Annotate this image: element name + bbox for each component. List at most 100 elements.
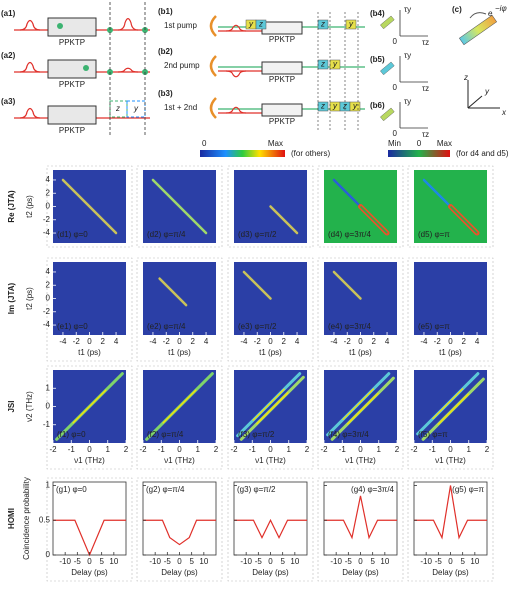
panel-label: (b6) bbox=[370, 101, 385, 110]
heatmap bbox=[324, 370, 397, 443]
x-tick-label: 10 bbox=[109, 557, 118, 566]
x-tick-label: 0 bbox=[268, 445, 273, 454]
phase-exp: −iφ bbox=[495, 4, 507, 13]
crystal-label: PPKTP bbox=[59, 126, 85, 135]
pulse bbox=[225, 106, 247, 114]
panel-frame bbox=[407, 477, 494, 582]
x-axis-label: ν1 (THz) bbox=[164, 456, 195, 465]
line bbox=[61, 178, 118, 235]
panel-frame bbox=[407, 165, 494, 248]
y-tick-label: 0.5 bbox=[39, 515, 51, 524]
tag-label: y bbox=[348, 20, 354, 29]
x-axis-label: ν1 (THz) bbox=[255, 456, 286, 465]
panel-frame bbox=[227, 165, 314, 248]
panel-label: (e1) φ=0 bbox=[57, 322, 88, 331]
heatmap bbox=[414, 370, 487, 443]
x-tick-label: 10 bbox=[470, 557, 479, 566]
y-tick-label: -1 bbox=[43, 420, 51, 429]
y-tick-label: 1 bbox=[46, 481, 51, 490]
x-tick-label: -2 bbox=[254, 337, 262, 346]
crystal bbox=[47, 105, 97, 125]
x-tick-label: -4 bbox=[330, 337, 338, 346]
photon bbox=[83, 65, 89, 71]
line bbox=[467, 95, 483, 109]
y-tick-label: 0 bbox=[46, 550, 51, 559]
colorbar-note: (for others) bbox=[291, 149, 330, 158]
axis-label: τy bbox=[404, 97, 411, 106]
x-tick-label: -1 bbox=[429, 445, 437, 454]
x-tick-label: -2 bbox=[410, 445, 418, 454]
panel-label: (a1) bbox=[1, 9, 16, 18]
panel-label: (e3) φ=π/2 bbox=[238, 322, 277, 331]
mirror bbox=[209, 15, 217, 37]
y-tick-label: -2 bbox=[43, 307, 51, 316]
x-tick-label: 0 bbox=[358, 557, 363, 566]
x-axis-label: t1 (ps) bbox=[78, 348, 101, 357]
x-tick-label: 4 bbox=[475, 337, 480, 346]
axis-label: τz bbox=[422, 130, 429, 139]
pulse bbox=[19, 107, 41, 119]
panel-label: (e5) φ=π bbox=[418, 322, 450, 331]
x-tick-label: -2 bbox=[344, 337, 352, 346]
pulse bbox=[117, 67, 139, 73]
panel-frame bbox=[136, 477, 223, 582]
y-tick-label: 1 bbox=[46, 383, 51, 392]
crystal-label: PPKTP bbox=[59, 80, 85, 89]
y-axis-label: ν2 (THz) bbox=[25, 391, 34, 422]
tag-box bbox=[345, 19, 357, 30]
axis-label: z bbox=[463, 73, 468, 82]
pulse bbox=[225, 24, 247, 32]
panel-label: (b5) bbox=[370, 55, 385, 64]
x-tick-label: -5 bbox=[74, 557, 82, 566]
x-tick-label: -1 bbox=[158, 445, 166, 454]
crystal bbox=[261, 21, 303, 35]
y-tick-label: -4 bbox=[43, 228, 51, 237]
panel-label: (e4) φ=3π/4 bbox=[328, 322, 372, 331]
x-tick-label: 5 bbox=[280, 557, 285, 566]
x-tick-label: 10 bbox=[290, 557, 299, 566]
panel-frame bbox=[46, 257, 133, 362]
panel-label: (f4) φ=3π/4 bbox=[328, 430, 369, 439]
pulse bbox=[19, 19, 41, 31]
rotation-arrow bbox=[469, 12, 487, 19]
x-tick-label: 4 bbox=[204, 337, 209, 346]
origin-label: 0 bbox=[393, 129, 398, 138]
line bbox=[332, 178, 362, 208]
x-axis-label: Delay (ps) bbox=[342, 568, 379, 577]
line bbox=[151, 178, 208, 235]
tag-box bbox=[255, 19, 267, 30]
line bbox=[432, 388, 464, 420]
pump-label: 1st pump bbox=[164, 21, 197, 30]
x-axis-label: t1 (ps) bbox=[259, 348, 282, 357]
crystal-label: PPKTP bbox=[269, 35, 295, 44]
line bbox=[162, 389, 197, 424]
panel-label: (c) bbox=[452, 5, 462, 14]
x-tick-label: -5 bbox=[345, 557, 353, 566]
axis-label: τz bbox=[422, 38, 429, 47]
tag-label: z bbox=[258, 20, 263, 29]
heatmap bbox=[414, 262, 487, 335]
line bbox=[346, 392, 379, 425]
x-tick-label: 4 bbox=[295, 337, 300, 346]
state-bar bbox=[380, 15, 395, 30]
x-axis-label: Delay (ps) bbox=[252, 568, 289, 577]
x-tick-label: 0 bbox=[268, 337, 273, 346]
pulse bbox=[225, 70, 247, 78]
panel-label: (f5) φ=π bbox=[418, 430, 448, 439]
x-tick-label: 1 bbox=[377, 445, 382, 454]
plot-area bbox=[52, 481, 127, 556]
x-tick-label: 0 bbox=[448, 337, 453, 346]
x-tick-label: 5 bbox=[99, 557, 104, 566]
y-axis-label: t2 (ps) bbox=[25, 195, 34, 218]
x-tick-label: -10 bbox=[240, 557, 252, 566]
line bbox=[158, 277, 188, 307]
row-label: Re (JTA) bbox=[7, 190, 16, 223]
panel-label: (f2) φ=π/4 bbox=[147, 430, 184, 439]
x-tick-label: -5 bbox=[435, 557, 443, 566]
x-tick-label: -2 bbox=[163, 337, 171, 346]
chart-title: (g4) φ=3π/4 bbox=[351, 485, 395, 494]
y-tick-label: 0 bbox=[46, 402, 51, 411]
line bbox=[422, 178, 452, 208]
panel-frame bbox=[46, 477, 133, 582]
mirror bbox=[209, 97, 217, 119]
